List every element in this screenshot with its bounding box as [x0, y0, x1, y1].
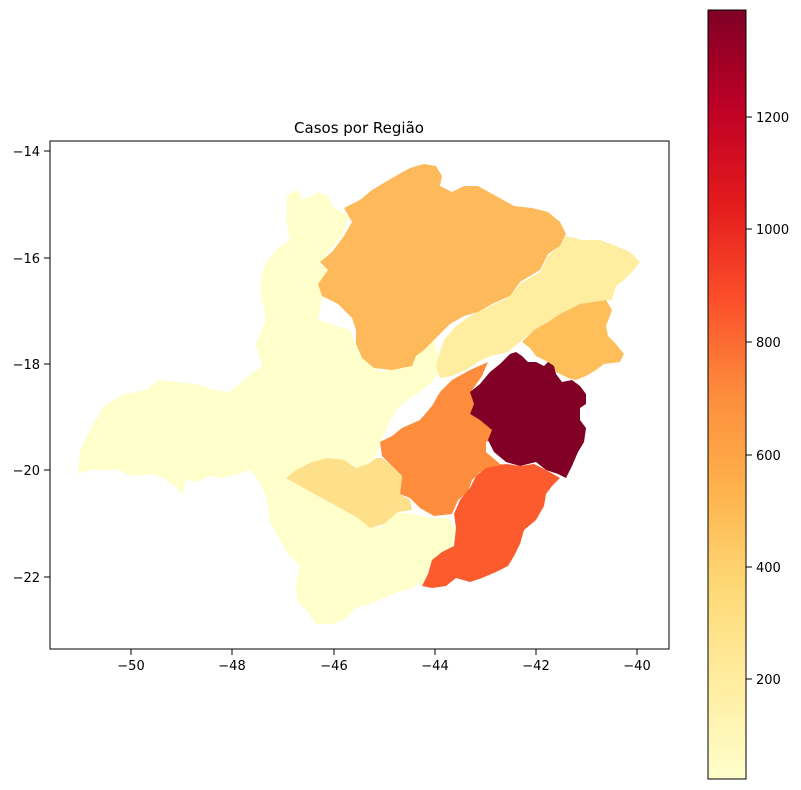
colorbar: 200 400 600 800 1000 1200 [707, 9, 789, 780]
region-central [338, 340, 440, 470]
map-regions [78, 164, 640, 624]
region-south [266, 470, 456, 624]
colorbar-tick-label: 1200 [756, 111, 789, 126]
region-oeste [286, 458, 412, 528]
map-title: Casos por Região [294, 119, 424, 137]
y-axis: −14 −16 −18 −20 −22 [13, 145, 50, 586]
y-tick-label: −20 [13, 464, 40, 479]
colorbar-tick-label: 1000 [756, 223, 789, 238]
region-northeast [436, 236, 640, 378]
region-centraleast [380, 362, 512, 516]
x-tick-label: −48 [218, 659, 245, 674]
colorbar-tick-label: 600 [756, 449, 781, 464]
region-east [522, 300, 624, 380]
y-tick-label: −22 [13, 571, 40, 586]
colorbar-gradient [707, 9, 747, 780]
axes-frame [49, 140, 670, 650]
colorbar-tick-label: 200 [756, 673, 781, 688]
x-axis: −50 −48 −46 −44 −42 −40 [117, 649, 651, 674]
region-riodoce [470, 352, 586, 478]
y-tick-label: −16 [13, 252, 40, 267]
x-tick-label: −46 [320, 659, 347, 674]
x-tick-label: −50 [117, 659, 144, 674]
region-zonadamata [422, 464, 560, 588]
x-tick-label: −40 [623, 659, 650, 674]
y-tick-label: −18 [13, 358, 40, 373]
y-tick-label: −14 [13, 145, 40, 160]
x-tick-label: −42 [522, 659, 549, 674]
x-tick-label: −44 [421, 659, 448, 674]
region-north [318, 164, 566, 370]
colorbar-tick-label: 400 [756, 561, 781, 576]
colorbar-tick-label: 800 [756, 336, 781, 351]
